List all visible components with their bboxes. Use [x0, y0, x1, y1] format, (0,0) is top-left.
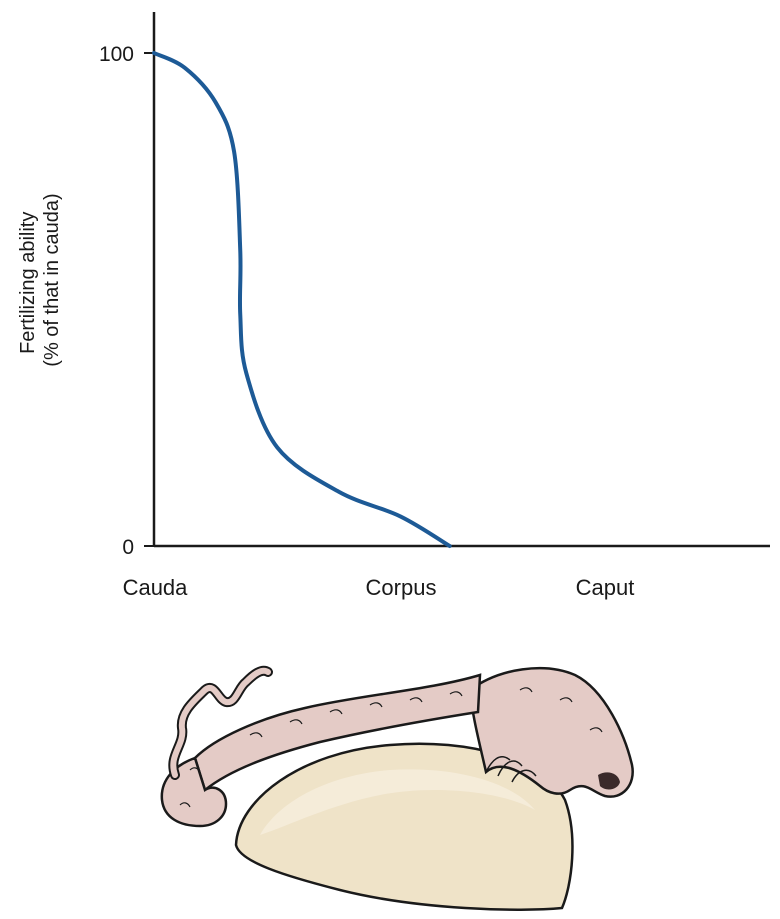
efferent-ducts: [485, 756, 537, 783]
x-category-caput: Caput: [576, 575, 635, 600]
ductus-deferens-fill: [170, 667, 271, 778]
epididymis-texture: [179, 687, 603, 808]
x-category-cauda: Cauda: [123, 575, 189, 600]
y-tick-label-0: 0: [122, 536, 134, 559]
x-category-corpus: Corpus: [366, 575, 437, 600]
testis-shading: [260, 769, 535, 835]
y-axis-title: Fertilizing ability (% of that in cauda): [17, 193, 63, 366]
fertility-curve: [152, 51, 452, 548]
epididymis-testis-illustration: [160, 665, 634, 911]
chart: 100 0 Fertilizing ability (% of that in …: [17, 12, 770, 600]
y-axis-title-line2: (% of that in cauda): [41, 193, 63, 366]
caput-dark-end: [598, 772, 620, 790]
y-axis-title-line1: Fertilizing ability: [17, 212, 39, 354]
y-tick-label-100: 100: [99, 43, 134, 66]
